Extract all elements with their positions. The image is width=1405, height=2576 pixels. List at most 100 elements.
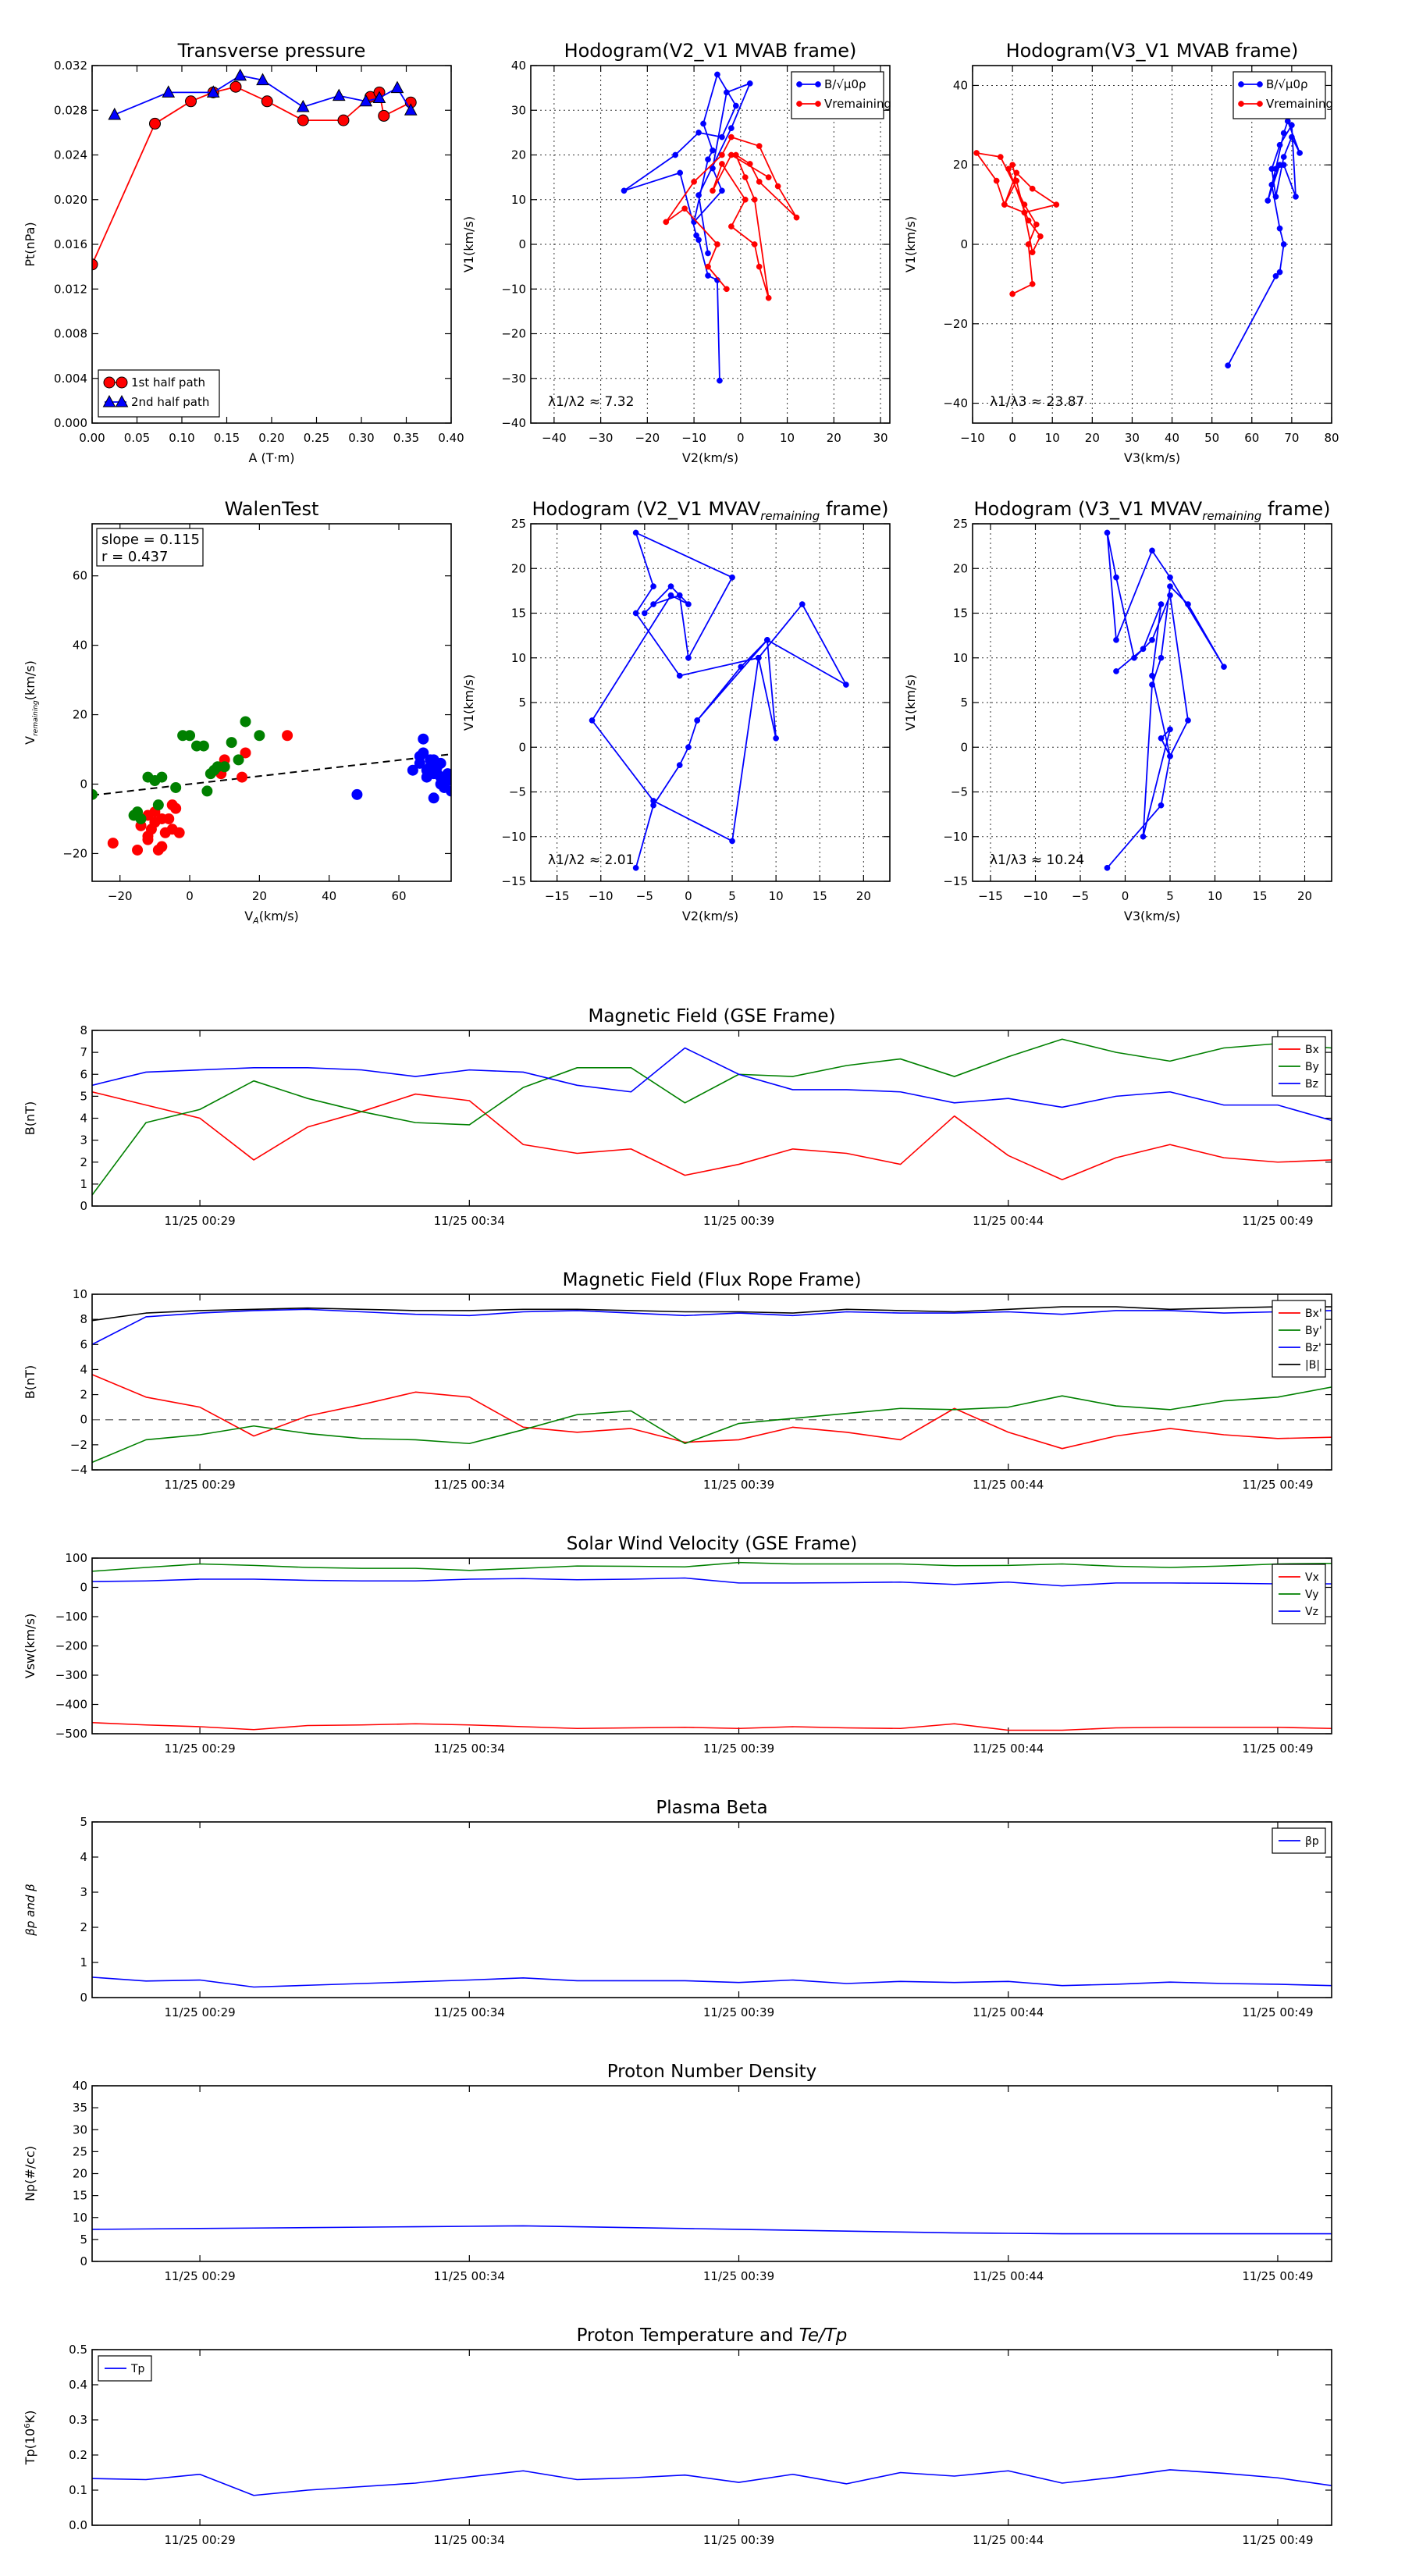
series-line [92, 2469, 1332, 2496]
y-tick-label: 5 [960, 696, 968, 710]
chart-p3: −10 0 10 20 30 40 50 60 70 80 −40 −20 0 20 40 Hodogram(… [903, 40, 1339, 465]
y-tick-label: 15 [73, 2189, 87, 2203]
data-point [1167, 726, 1173, 733]
data-point [793, 214, 800, 221]
data-point [261, 95, 273, 108]
y-tick-label: 8 [80, 1023, 87, 1037]
data-point [650, 583, 656, 590]
x-tick-label: 0.20 [258, 431, 284, 445]
data-point [1029, 185, 1036, 192]
data-point [677, 169, 684, 176]
data-point [418, 747, 429, 759]
data-point [1009, 290, 1016, 297]
data-point [705, 263, 711, 270]
data-point [755, 654, 762, 661]
y-tick-label: 35 [73, 2101, 87, 2115]
x-tick-label: 11/25 00:49 [1242, 2005, 1313, 2019]
y-tick-label: 20 [73, 708, 87, 722]
y-tick-label: 8 [80, 1312, 87, 1326]
data-point [724, 89, 730, 96]
y-tick-label: −10 [501, 282, 526, 296]
y-tick-label: 0.020 [54, 193, 87, 207]
data-point [442, 775, 451, 787]
x-axis-label: VA(km/s) [244, 909, 299, 926]
fit-line [92, 753, 451, 796]
x-tick-label: −15 [978, 889, 1003, 903]
x-tick-label: 11/25 00:49 [1242, 1742, 1313, 1756]
data-point [676, 592, 683, 599]
x-tick-label: 15 [813, 889, 827, 903]
series-line [92, 1577, 1332, 1587]
x-tick-label: 0 [1122, 889, 1129, 903]
data-point [201, 785, 213, 797]
y-tick-label: 0 [80, 1991, 87, 2005]
data-point [351, 788, 363, 800]
x-tick-label: 11/25 00:49 [1242, 2269, 1313, 2283]
plot-frame [91, 1030, 1332, 1207]
legend: B/√μ0ρ Vremaining [1232, 71, 1333, 119]
x-tick-label: 0.10 [169, 431, 194, 445]
x-tick-label: 11/25 00:39 [703, 2005, 774, 2019]
data-point [240, 716, 251, 728]
data-point [756, 179, 763, 185]
data-point [728, 125, 735, 131]
x-tick-label: 80 [1324, 431, 1339, 445]
y-tick-label: 30 [73, 2122, 87, 2137]
data-point [107, 838, 119, 849]
x-tick-label: 30 [873, 431, 888, 445]
data-point [1149, 672, 1155, 679]
data-point [219, 761, 230, 773]
data-point [1238, 81, 1244, 87]
y-tick-label: −10 [501, 830, 526, 844]
data-point [796, 101, 802, 107]
chart-p5: −15 −10 −5 0 5 10 15 20 −15 −10 −5 0 5 10 15 20 25 Hodogr… [461, 498, 891, 923]
plot-area [92, 2469, 1332, 2496]
data-point [973, 150, 980, 156]
series-line [92, 1561, 1332, 1572]
y-tick-label: 5 [80, 2233, 87, 2247]
plot-area [92, 68, 418, 271]
y-tick-label: −30 [501, 372, 526, 386]
data-point [1158, 601, 1165, 607]
y-tick-label: 7 [80, 1045, 87, 1059]
y-tick-label: 4 [80, 1850, 87, 1864]
series-line [92, 1308, 1332, 1345]
data-point [1029, 281, 1036, 287]
data-point [332, 88, 346, 101]
plot-frame [91, 1293, 1332, 1471]
chart-p7: 11/25 00:29 11/25 00:34 11/25 00:39 11/25 0… [23, 1006, 1332, 1228]
plot-frame [91, 1557, 1332, 1735]
plot-area [973, 118, 1303, 369]
x-tick-label: 15 [1252, 889, 1267, 903]
data-point [751, 196, 758, 203]
data-point [700, 120, 706, 127]
x-axis-label: V3(km/s) [1124, 909, 1180, 923]
y-tick-label: −500 [55, 1727, 87, 1741]
legend-label: B/√μ0ρ [1266, 77, 1308, 91]
data-point [710, 165, 716, 172]
data-point [372, 91, 386, 104]
x-tick-label: 20 [1297, 889, 1312, 903]
data-point [676, 672, 683, 679]
legend-label: Vy [1305, 1589, 1319, 1601]
data-point [1029, 249, 1036, 256]
x-tick-label: 11/25 00:44 [973, 1478, 1044, 1492]
y-tick-label: 40 [73, 2079, 87, 2093]
chart-title: Magnetic Field (Flux Rope Frame) [563, 1270, 862, 1290]
series-line [92, 1374, 1332, 1450]
x-tick-label: 60 [391, 889, 406, 903]
annotation-box [96, 528, 204, 567]
y-tick-label: 20 [511, 561, 526, 575]
y-axis-label: Vsw(km/s) [23, 1614, 37, 1678]
data-point [1167, 592, 1173, 599]
data-point [1149, 547, 1155, 554]
y-tick-label: −400 [55, 1698, 87, 1712]
data-point [815, 101, 821, 107]
y-tick-label: 0 [518, 237, 526, 251]
annotation-text: r = 0.437 [101, 549, 168, 565]
data-point [1013, 177, 1020, 184]
data-point [685, 744, 692, 751]
data-point [746, 161, 753, 167]
data-point [1033, 221, 1040, 228]
